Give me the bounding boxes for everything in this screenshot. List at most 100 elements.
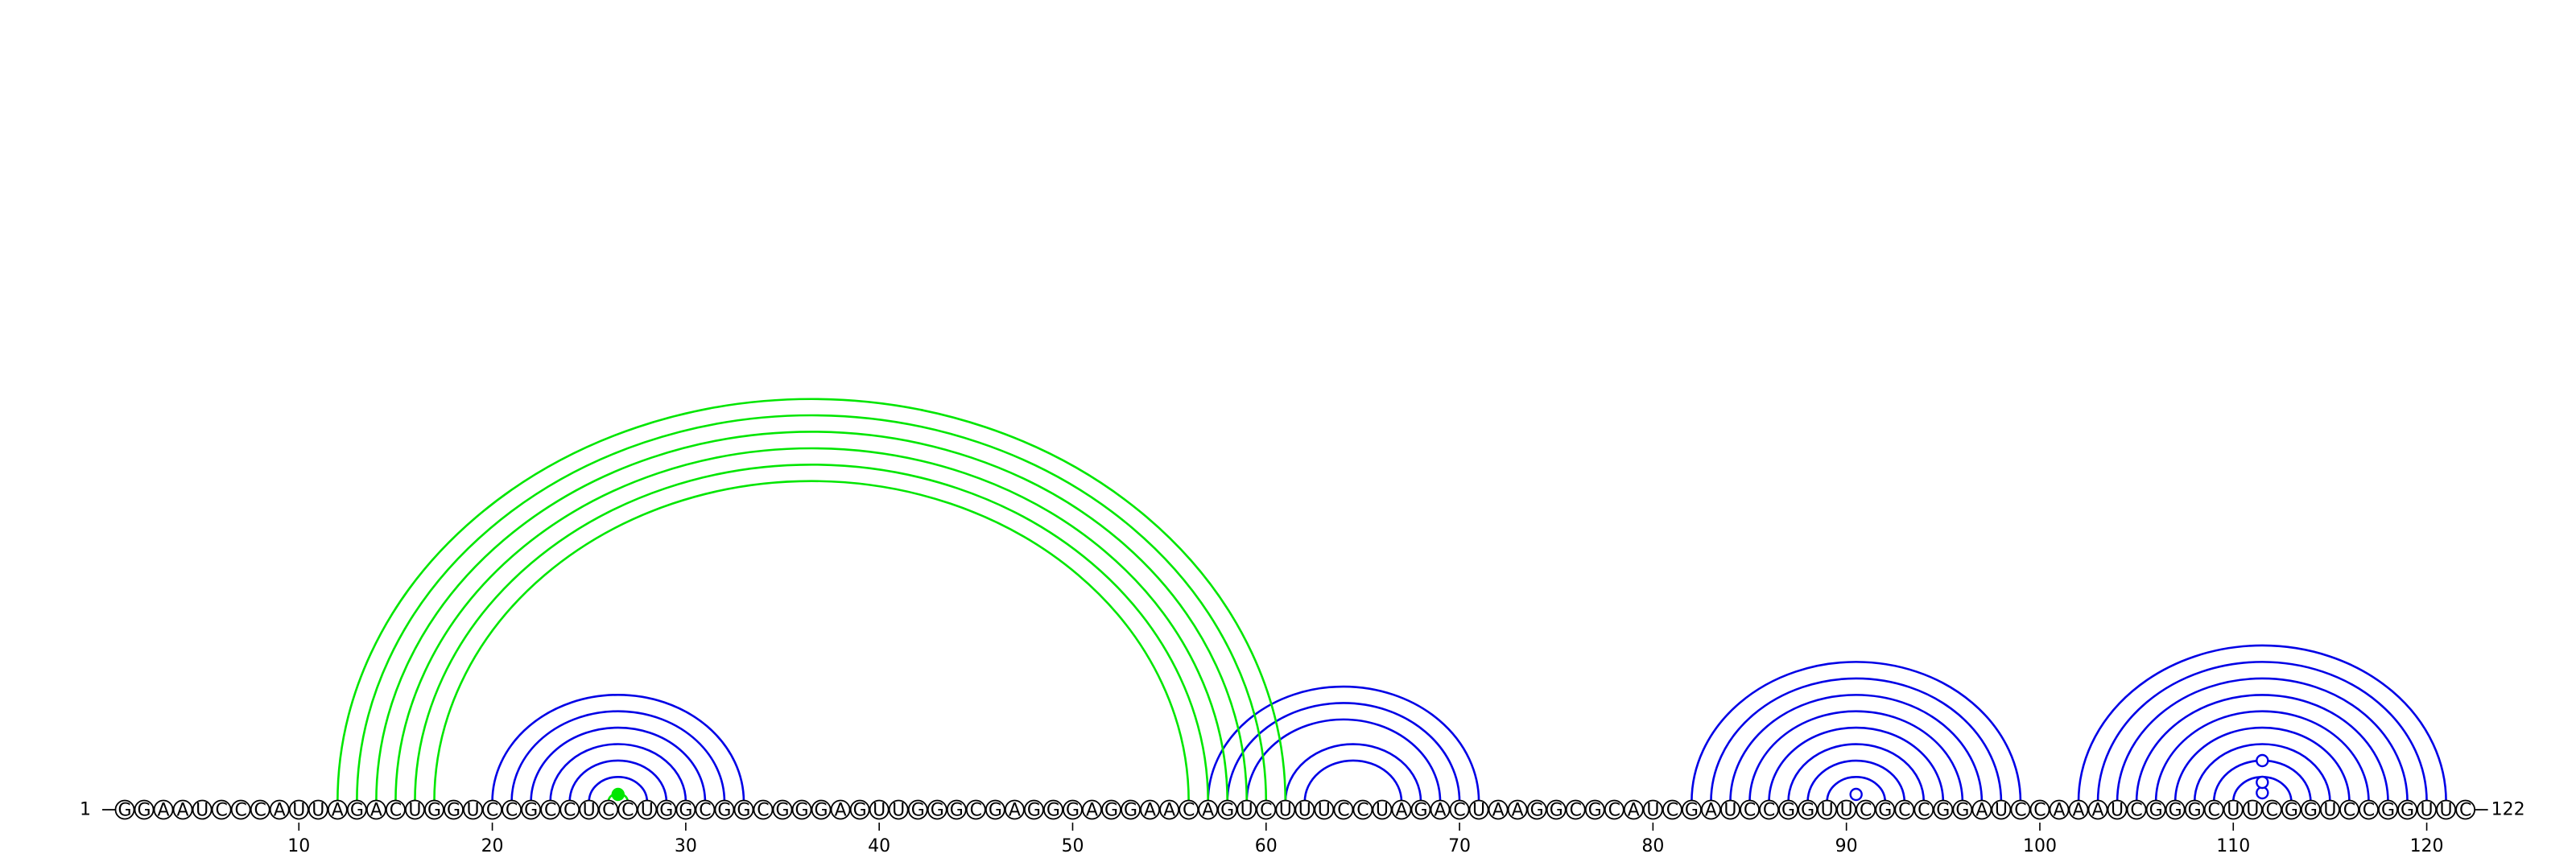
nucleotide-circle [946,799,967,820]
blue-pair-arc [2193,743,2331,802]
nucleotide-circle [1894,799,1915,820]
nucleotide-letter: G [717,801,731,821]
blue-pair-arc [2116,677,2409,802]
nucleotide: G [1101,799,1121,821]
nucleotide-letter: U [1318,801,1331,821]
nucleotide-circle [1856,799,1876,820]
nucleotide: G [1217,799,1238,821]
nucleotide-circle [753,799,774,820]
nucleotide-letter: C [1356,801,1368,821]
nucleotide-circle [1082,799,1102,820]
nucleotide: C [2203,799,2224,821]
nucleotide-letter: G [2188,801,2202,821]
green-pair-arc [433,480,1190,802]
nucleotide: C [965,799,986,821]
nucleotide-circle [2242,799,2263,820]
nucleotide: G [675,799,696,821]
tick-label: 120 [2410,836,2444,856]
nucleotide: U [1468,799,1489,821]
nucleotide-circle [791,799,812,820]
nucleotide-circle [1604,799,1624,820]
nucleotide-letter: A [2072,801,2084,821]
nucleotide-circle [1024,799,1044,820]
nucleotide-circle [1391,799,1412,820]
nucleotide: C [1565,799,1586,821]
nucleotide: G [927,799,947,821]
nucleotide: G [1933,799,1954,821]
nucleotide-circle [733,799,754,820]
nucleotide-letter: A [1086,801,1098,821]
nucleotide-letter: U [892,801,905,821]
nucleotide-letter: U [2421,801,2434,821]
green-pair-arc [375,431,1249,802]
blue-pair-arc [1284,743,1422,802]
nucleotide: G [1526,799,1547,821]
nucleotide: C [386,799,406,821]
nucleotide-circle [2184,799,2205,820]
nucleotide-letter: G [1066,801,1080,821]
blue-pair-arc [510,710,726,802]
blue-pair-arc [2135,693,2389,802]
green-pair-arc [414,463,1209,802]
nucleotide: A [2068,799,2089,821]
nucleotide-circle [2029,799,2050,820]
nucleotide: G [849,799,870,821]
nucleotide-circle [1198,799,1219,820]
nucleotide: G [521,799,542,821]
nucleotide-circle [1662,799,1682,820]
nucleotide-circle [1468,799,1489,820]
nucleotide-circle [637,799,658,820]
nucleotide-circle [2145,799,2166,820]
nucleotide: G [1121,799,1141,821]
nucleotide-letter: C [1570,801,1582,821]
nucleotide-circle [869,799,890,820]
nucleotide-circle [1063,799,1083,820]
nucleotide-circle [1430,799,1451,820]
nucleotide-letter: G [931,801,944,821]
nucleotide-letter: G [795,801,809,821]
nucleotide: A [1971,799,1992,821]
nucleotide: A [2049,799,2070,821]
nucleotide-circle [463,799,483,820]
nucleotide: G [733,799,754,821]
nucleotide-circle [1682,799,1702,820]
nucleotide-letter: G [1530,801,1544,821]
nucleotide-letter: U [292,801,305,821]
nucleotide-circle [617,799,638,820]
nucleotide-circle [1449,799,1470,820]
nucleotide: U [1294,799,1315,821]
nucleotide-letter: U [1995,801,2008,821]
nucleotide: U [2242,799,2263,821]
nucleotide: C [1333,799,1354,821]
nucleotide: C [753,799,774,821]
nucleotide-letter: G [1550,801,1563,821]
nucleotide: A [365,799,386,821]
blue-pair-arc [2077,644,2447,802]
nucleotide: C [617,799,638,821]
nucleotide-circle [1933,799,1954,820]
nucleotide: U [2436,799,2457,821]
nucleotide: U [2107,799,2128,821]
nucleotide-letter: U [873,801,886,821]
nucleotide-circle [2049,799,2070,820]
nucleotide-letter: G [2401,801,2414,821]
arc-marker-dot [611,787,625,802]
nucleotide-letter: G [1104,801,1118,821]
nucleotide: U [869,799,890,821]
nucleotide: G [2145,799,2166,821]
nucleotide-circle [1140,799,1160,820]
nucleotide-letter: C [757,801,769,821]
nucleotide: A [1623,799,1644,821]
nucleotide-circle [1720,799,1740,820]
nucleotide: U [288,799,309,821]
nucleotide-letter: G [1220,801,1234,821]
green-pair-arc [356,414,1268,802]
nucleotide-letter: U [312,801,324,821]
nucleotide: A [1082,799,1102,821]
nucleotide-circle [1314,799,1335,820]
nucleotide: A [1507,799,1528,821]
nucleotide-circle [521,799,542,820]
arc-marker-dot [2256,753,2269,768]
